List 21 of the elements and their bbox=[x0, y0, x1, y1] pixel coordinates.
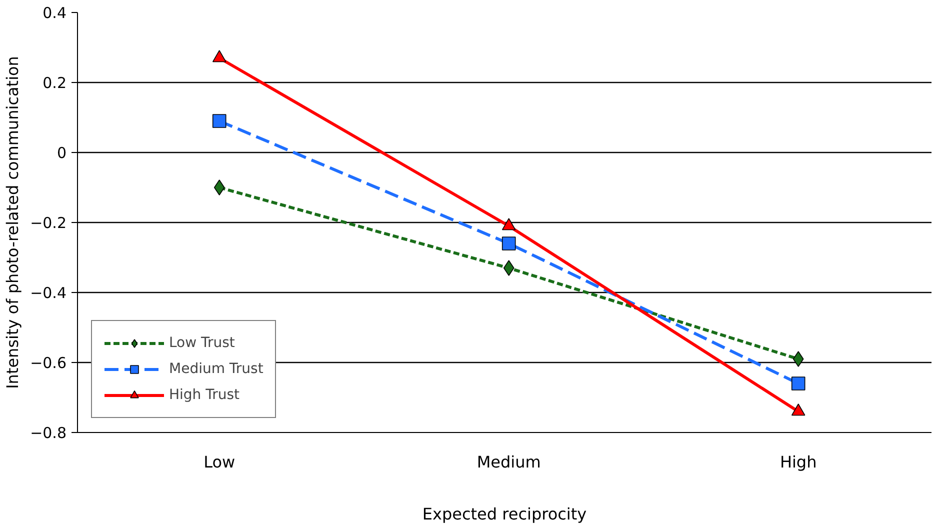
x-tick-label: Medium bbox=[476, 452, 541, 472]
point bbox=[502, 236, 516, 250]
legend-label: High Trust bbox=[169, 387, 240, 403]
y-tick-label: −0.4 bbox=[30, 284, 67, 302]
y-tick-label: −0.8 bbox=[30, 424, 67, 442]
point bbox=[791, 376, 806, 390]
x-tick-label: High bbox=[780, 452, 817, 472]
y-tick-label: −0.2 bbox=[30, 214, 67, 232]
point bbox=[792, 351, 804, 367]
y-tick-label: 0.2 bbox=[42, 74, 67, 92]
y-tick-label: 0.4 bbox=[42, 4, 67, 22]
point bbox=[212, 114, 226, 128]
x-tick-label: Low bbox=[204, 452, 236, 472]
y-axis-title: Intensity of photo-related communication bbox=[3, 56, 22, 389]
y-tick-label: 0 bbox=[56, 144, 67, 162]
point bbox=[503, 260, 514, 276]
point bbox=[214, 180, 225, 196]
y-tick-label: −0.6 bbox=[30, 354, 67, 372]
x-axis-title: Expected reciprocity bbox=[422, 504, 587, 524]
legend-label: Low Trust bbox=[169, 335, 235, 351]
legend-label: Medium Trust bbox=[169, 361, 264, 377]
